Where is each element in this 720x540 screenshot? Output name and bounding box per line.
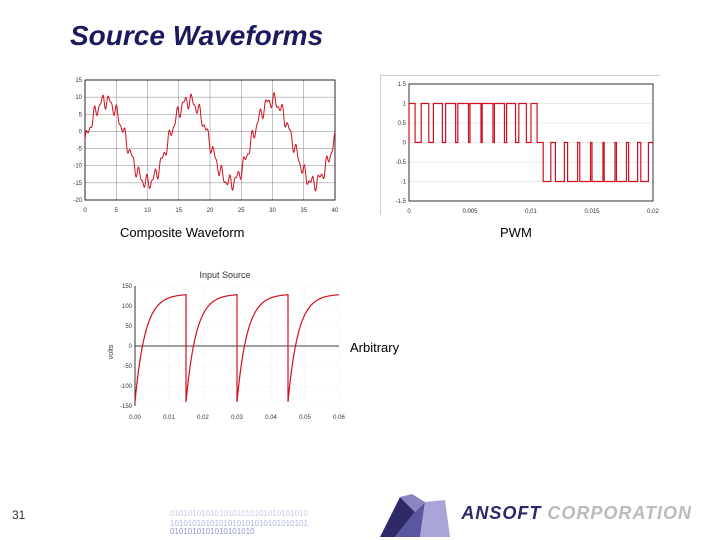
svg-text:1.5: 1.5: [398, 82, 407, 88]
svg-text:10: 10: [144, 208, 151, 214]
svg-text:0.005: 0.005: [462, 209, 478, 215]
brand-solid: ANSOFT: [461, 503, 541, 523]
pwm-caption: PWM: [500, 225, 532, 240]
arbitrary-caption: Arbitrary: [350, 340, 399, 355]
svg-text:20: 20: [207, 208, 214, 214]
composite-svg: 0510152025303540-20-15-10-5051015: [60, 75, 340, 215]
ansoft-crystal-icon: [370, 492, 460, 540]
arbitrary-chart: Input Source 0.00 0.01 0.02 0.03 0.04 0.05 0.0…: [105, 270, 345, 425]
svg-text:-5: -5: [77, 147, 83, 153]
svg-text:-10: -10: [73, 164, 82, 170]
svg-text:-1.5: -1.5: [396, 199, 407, 205]
svg-text:0.06: 0.06: [333, 415, 345, 421]
svg-text:-50: -50: [123, 364, 132, 370]
composite-chart: 0510152025303540-20-15-10-5051015: [60, 75, 340, 215]
svg-text:0.01: 0.01: [163, 415, 175, 421]
svg-text:0.03: 0.03: [231, 415, 243, 421]
footer: 0101010101010101010101010101010 10101010…: [0, 492, 720, 540]
svg-text:0101010101010101010: 0101010101010101010: [170, 527, 255, 534]
svg-text:010101010101010101010101010101: 0101010101010101010101010101010: [170, 509, 308, 518]
svg-text:15: 15: [75, 78, 82, 84]
svg-text:-1: -1: [401, 180, 407, 186]
svg-text:0.01: 0.01: [525, 209, 537, 215]
svg-text:25: 25: [238, 208, 245, 214]
arbitrary-svg: 0.000.010.020.030.040.050.06-150-100-500…: [105, 282, 345, 422]
svg-text:0.04: 0.04: [265, 415, 277, 421]
svg-text:0.00: 0.00: [129, 415, 141, 421]
arbitrary-title: Input Source: [105, 270, 345, 280]
svg-text:0.02: 0.02: [197, 415, 209, 421]
svg-text:100: 100: [122, 304, 133, 310]
svg-text:0.02: 0.02: [647, 209, 659, 215]
svg-text:volts: volts: [108, 344, 115, 359]
binary-decoration: 0101010101010101010101010101010 10101010…: [170, 504, 370, 534]
pwm-svg: -1.5-1-0.500.511.500.0050.010.0150.02: [381, 76, 661, 216]
chart-bg: [381, 76, 661, 216]
svg-text:15: 15: [175, 208, 182, 214]
svg-text:0.015: 0.015: [584, 209, 600, 215]
svg-text:35: 35: [300, 208, 307, 214]
svg-text:-0.5: -0.5: [396, 160, 407, 166]
brand-outline: CORPORATION: [541, 503, 692, 523]
slide-title: Source Waveforms: [70, 20, 323, 52]
svg-text:-15: -15: [73, 181, 82, 187]
svg-text:0.05: 0.05: [299, 415, 311, 421]
svg-text:150: 150: [122, 284, 133, 290]
pwm-chart: -1.5-1-0.500.511.500.0050.010.0150.02: [380, 75, 660, 215]
svg-text:40: 40: [332, 208, 339, 214]
svg-text:30: 30: [269, 208, 276, 214]
svg-text:-150: -150: [120, 404, 133, 410]
svg-text:-20: -20: [73, 198, 82, 204]
composite-caption: Composite Waveform: [120, 225, 245, 240]
svg-text:-100: -100: [120, 384, 133, 390]
svg-text:0.5: 0.5: [398, 121, 407, 127]
ansoft-logo-text: ANSOFT CORPORATION: [461, 503, 692, 524]
svg-text:10: 10: [75, 95, 82, 101]
svg-text:50: 50: [125, 324, 132, 330]
